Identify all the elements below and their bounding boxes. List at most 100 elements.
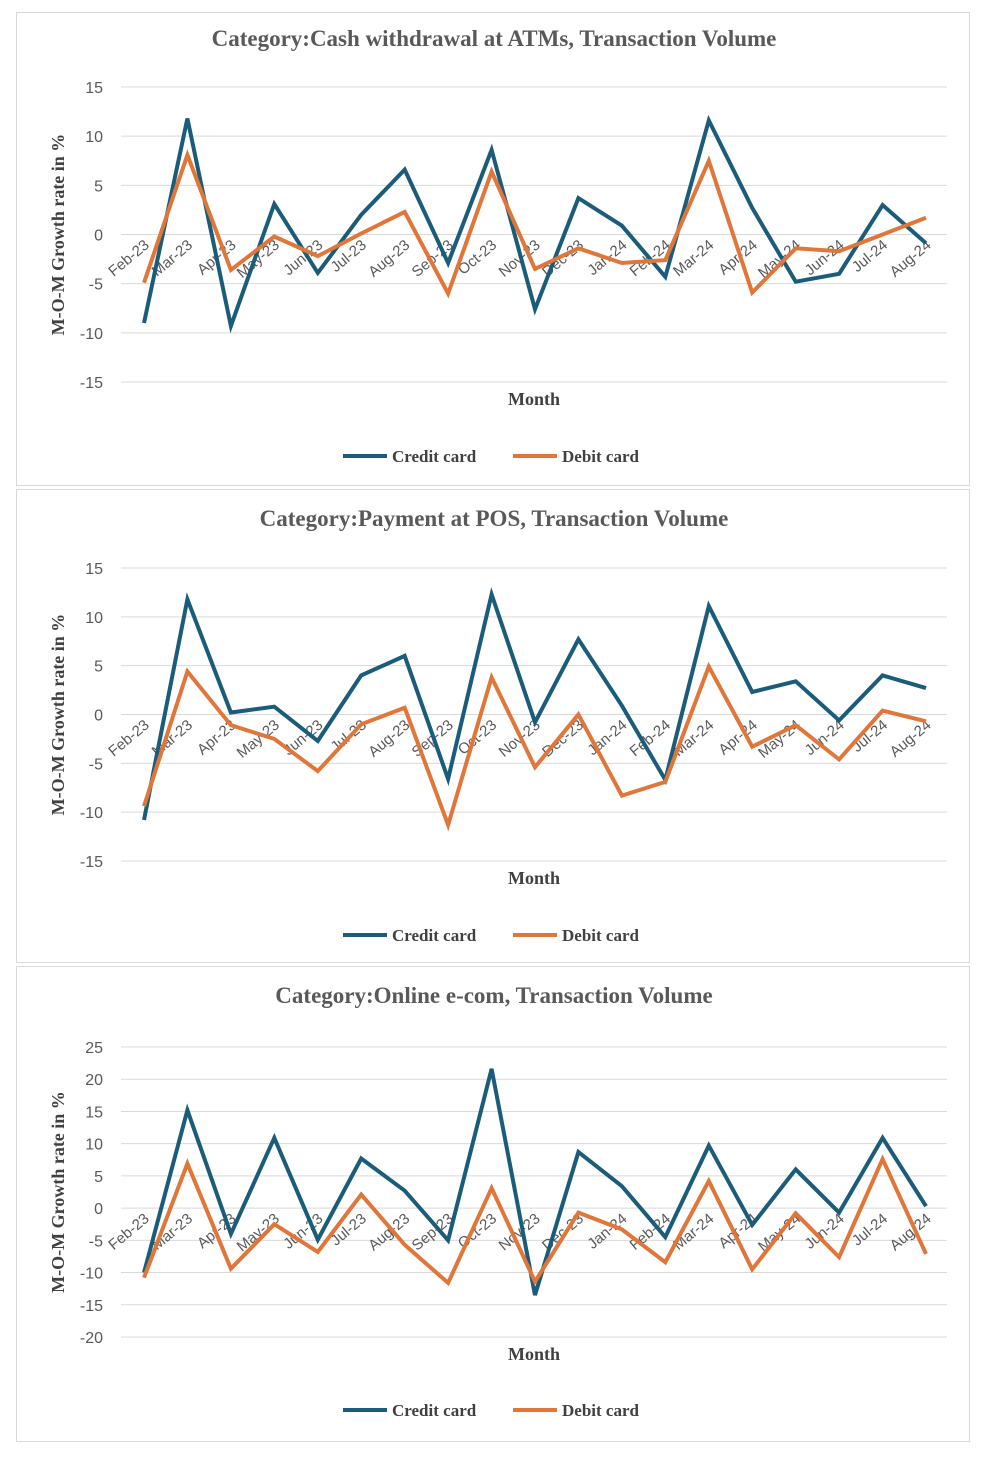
data-point	[272, 1222, 276, 1226]
data-point	[794, 280, 798, 284]
data-point	[663, 258, 667, 262]
data-point	[663, 780, 667, 784]
data-point	[359, 1193, 363, 1197]
data-point	[490, 148, 494, 152]
data-point	[490, 675, 494, 679]
data-point	[446, 1238, 450, 1242]
y-axis-label: M-O-M Growth rate in %	[48, 1091, 68, 1293]
y-tick-label: -15	[80, 375, 103, 392]
x-axis-label: Month	[508, 389, 560, 409]
data-point	[142, 1276, 146, 1280]
chart-panel-pos: Category:Payment at POS, Transaction Vol…	[16, 489, 970, 963]
y-tick-label: -20	[80, 1330, 103, 1347]
x-tick-label: Aug-24	[887, 717, 935, 761]
data-point	[446, 292, 450, 296]
chart-svg-pos: Category:Payment at POS, Transaction Vol…	[48, 506, 947, 945]
data-point	[924, 241, 928, 245]
x-tick-label: May-24	[755, 717, 804, 762]
data-point	[403, 210, 407, 214]
x-axis-label: Month	[508, 868, 560, 888]
data-point	[316, 1250, 320, 1254]
data-point	[924, 686, 928, 690]
y-tick-label: 5	[94, 659, 103, 676]
data-point	[359, 1156, 363, 1160]
data-point	[446, 777, 450, 781]
data-point	[359, 673, 363, 677]
data-point	[272, 1136, 276, 1140]
data-point	[185, 1162, 189, 1166]
data-point	[837, 1211, 841, 1215]
data-point	[316, 739, 320, 743]
x-axis-label: Month	[508, 1344, 560, 1364]
x-tick-label: Dec-23	[539, 1210, 587, 1254]
x-tick-label: Apr-23	[194, 717, 239, 759]
series-line-debit-card	[142, 148, 927, 299]
y-tick-label: -5	[89, 277, 103, 294]
data-point	[185, 116, 189, 120]
data-point	[707, 1144, 711, 1148]
y-tick-label: 0	[94, 708, 103, 725]
data-point	[663, 1260, 667, 1264]
x-tick-label: May-24	[755, 237, 804, 282]
data-point	[533, 1293, 537, 1297]
y-tick-label: 15	[85, 1104, 103, 1121]
data-point	[707, 665, 711, 669]
x-tick-label: Feb-23	[105, 1210, 152, 1254]
legend-label: Credit card	[392, 926, 477, 945]
y-tick-label: 10	[85, 129, 103, 146]
data-point	[359, 213, 363, 217]
data-point	[316, 271, 320, 275]
data-point	[707, 604, 711, 608]
y-tick-label: 0	[94, 1201, 103, 1218]
series-line-credit-card	[142, 1068, 928, 1296]
data-point	[881, 673, 885, 677]
x-tick-label: Aug-23	[365, 717, 413, 761]
chart-svg-ecom: Category:Online e-com, Transaction Volum…	[48, 983, 947, 1420]
data-point	[229, 1267, 233, 1271]
data-point	[272, 705, 276, 709]
data-point	[881, 203, 885, 207]
y-tick-label: -10	[80, 805, 103, 822]
data-point	[620, 224, 624, 228]
data-point	[620, 261, 624, 265]
data-point	[794, 1167, 798, 1171]
data-point	[403, 168, 407, 172]
data-point	[750, 745, 754, 749]
data-point	[837, 757, 841, 761]
data-point	[881, 233, 885, 237]
data-point	[316, 769, 320, 773]
data-point	[620, 1227, 624, 1231]
data-point	[359, 232, 363, 236]
data-point	[750, 690, 754, 694]
x-tick-label: May-23	[234, 1210, 283, 1255]
y-tick-label: 25	[85, 1040, 103, 1057]
data-point	[707, 159, 711, 163]
data-point	[924, 216, 928, 220]
data-point	[924, 1204, 928, 1208]
data-point	[533, 307, 537, 311]
data-point	[359, 722, 363, 726]
x-tick-label: Dec-23	[539, 237, 587, 281]
data-point	[881, 709, 885, 713]
data-point	[576, 246, 580, 250]
chart-title: Category:Cash withdrawal at ATMs, Transa…	[212, 26, 777, 51]
data-point	[620, 704, 624, 708]
data-point	[316, 254, 320, 258]
chart-title: Category:Online e-com, Transaction Volum…	[275, 983, 712, 1008]
y-tick-label: 10	[85, 1137, 103, 1154]
data-point	[707, 1179, 711, 1183]
data-point	[924, 719, 928, 723]
data-point	[837, 1255, 841, 1259]
data-point	[837, 718, 841, 722]
x-tick-label: Apr-24	[715, 1210, 760, 1252]
y-tick-label: -5	[89, 756, 103, 773]
data-point	[750, 206, 754, 210]
data-point	[620, 1184, 624, 1188]
data-point	[576, 1211, 580, 1215]
data-point	[185, 670, 189, 674]
data-point	[490, 592, 494, 596]
y-axis-label: M-O-M Growth rate in %	[48, 614, 68, 816]
data-point	[490, 170, 494, 174]
data-point	[794, 679, 798, 683]
data-point	[794, 723, 798, 727]
